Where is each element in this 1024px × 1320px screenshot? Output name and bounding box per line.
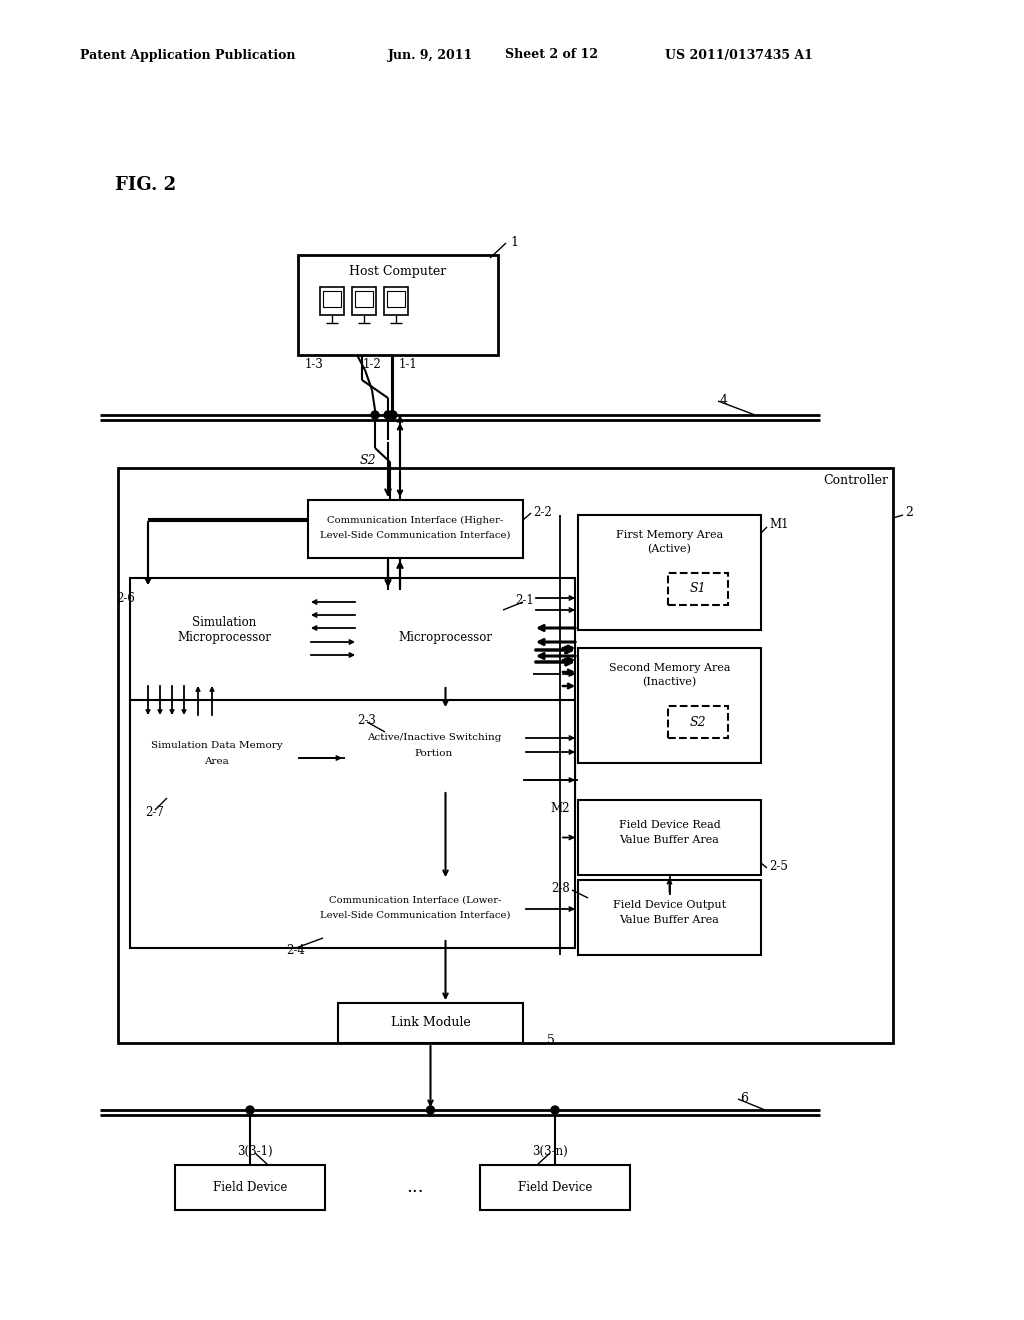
Text: US 2011/0137435 A1: US 2011/0137435 A1 [665,49,813,62]
Bar [355,290,373,308]
Text: 2-1: 2-1 [516,594,535,606]
Text: Field Device: Field Device [213,1181,287,1195]
Text: 5: 5 [547,1035,555,1048]
Text: ...: ... [407,1179,424,1196]
Bar [319,286,344,315]
Text: Sheet 2 of 12: Sheet 2 of 12 [505,49,598,62]
Text: 3(3-1): 3(3-1) [238,1144,272,1158]
Bar [668,573,728,605]
Text: S2: S2 [359,454,376,466]
Text: Communication Interface (Lower-: Communication Interface (Lower- [330,895,502,904]
Text: Level-Side Communication Interface): Level-Side Communication Interface) [321,911,511,920]
Text: Area: Area [204,758,229,767]
Bar [352,286,376,315]
Text: 2-7: 2-7 [145,805,165,818]
Bar [308,880,523,939]
Text: 1: 1 [510,235,518,248]
Bar [578,880,761,954]
Bar [308,500,523,558]
Bar [384,286,408,315]
Text: M2: M2 [551,801,570,814]
Circle shape [371,411,379,418]
Text: Field Device: Field Device [518,1181,592,1195]
Text: Simulation: Simulation [191,616,256,630]
Text: Microprocessor: Microprocessor [177,631,271,644]
Text: Field Device Output: Field Device Output [613,900,726,909]
Bar [387,290,406,308]
Bar [175,1166,325,1210]
Text: Value Buffer Area: Value Buffer Area [620,915,720,925]
Text: S1: S1 [690,582,707,595]
Text: Host Computer: Host Computer [349,264,446,277]
Bar [578,515,761,630]
Circle shape [551,1106,559,1114]
Bar [480,1166,630,1210]
Text: Portion: Portion [415,750,454,759]
Text: Communication Interface (Higher-: Communication Interface (Higher- [328,515,504,524]
Bar [130,578,348,808]
Bar [130,578,575,808]
Text: Simulation Data Memory: Simulation Data Memory [151,742,283,751]
Text: Microprocessor: Microprocessor [398,631,493,644]
Text: Controller: Controller [823,474,888,487]
Bar [130,700,575,948]
Text: M1: M1 [769,519,788,532]
Bar [358,590,534,685]
Text: FIG. 2: FIG. 2 [115,176,176,194]
Bar [338,1003,523,1043]
Text: S2: S2 [690,715,707,729]
Bar [118,469,893,1043]
Text: Value Buffer Area: Value Buffer Area [620,836,720,845]
Bar [345,710,523,789]
Text: Second Memory Area: Second Memory Area [608,663,730,673]
Text: (Inactive): (Inactive) [642,677,696,688]
Text: 2-5: 2-5 [769,861,787,874]
Text: 2-6: 2-6 [116,591,135,605]
Text: 6: 6 [740,1092,748,1105]
Bar [578,800,761,875]
Text: 1-1: 1-1 [398,359,418,371]
Text: First Memory Area: First Memory Area [615,531,723,540]
Circle shape [389,411,397,418]
Circle shape [388,411,396,418]
Text: 1-3: 1-3 [304,359,324,371]
Circle shape [246,1106,254,1114]
Circle shape [427,1106,434,1114]
Text: Link Module: Link Module [390,1016,470,1030]
Text: 1-2: 1-2 [362,359,381,371]
Text: 2-4: 2-4 [287,944,305,957]
Text: 3(3-n): 3(3-n) [532,1144,568,1158]
Text: 2-3: 2-3 [357,714,377,726]
Text: 4: 4 [720,393,728,407]
Text: (Active): (Active) [647,544,691,554]
Text: Patent Application Publication: Patent Application Publication [80,49,296,62]
Text: 2: 2 [905,507,912,520]
Text: Level-Side Communication Interface): Level-Side Communication Interface) [321,531,511,540]
Text: 2-2: 2-2 [534,506,552,519]
Bar [298,255,498,355]
Bar [668,706,728,738]
Text: 2-8: 2-8 [551,882,570,895]
Circle shape [384,411,392,418]
Text: Field Device Read: Field Device Read [618,820,720,830]
Bar [140,587,308,682]
Bar [323,290,341,308]
Bar [135,718,298,799]
Text: Jun. 9, 2011: Jun. 9, 2011 [388,49,473,62]
Bar [578,648,761,763]
Text: Active/Inactive Switching: Active/Inactive Switching [367,734,501,742]
